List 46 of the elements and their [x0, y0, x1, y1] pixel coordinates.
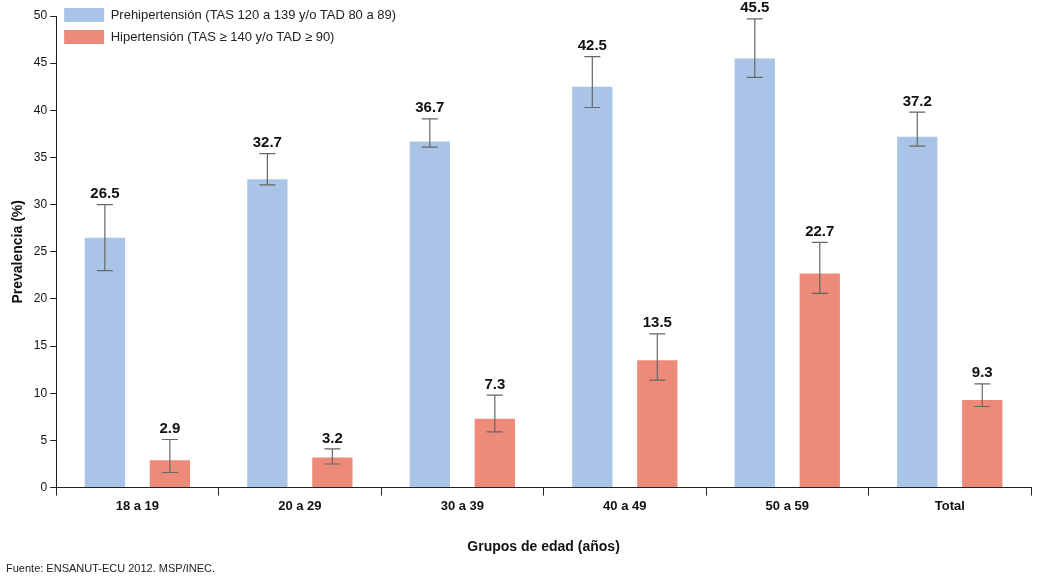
y-tick-label: 35 [33, 149, 48, 164]
data-label: 3.2 [321, 428, 343, 446]
x-tick-label: 40 a 49 [603, 497, 647, 513]
data-label: 13.5 [642, 313, 672, 331]
y-axis-title: Prevalencia (%) [9, 200, 26, 304]
data-label: 37.2 [902, 91, 932, 109]
bar [799, 273, 840, 488]
bar [572, 86, 613, 488]
y-tick-label: 45 [33, 55, 48, 70]
y-tick-label: 30 [33, 196, 48, 211]
y-tick-label: 15 [33, 338, 48, 353]
data-label: 9.3 [971, 363, 993, 381]
data-label: 32.7 [252, 133, 282, 151]
data-label: 45.5 [740, 0, 770, 16]
y-tick-label: 25 [33, 244, 48, 259]
y-tick-label: 0 [40, 479, 48, 494]
y-tick-label: 5 [40, 432, 48, 447]
x-tick-label: 20 a 29 [278, 497, 322, 513]
bar [734, 58, 775, 488]
bar [149, 460, 191, 488]
bar [247, 179, 288, 488]
bar [897, 136, 938, 488]
x-axis-title: Grupos de edad (años) [467, 538, 620, 555]
legend-label: Prehipertensión (TAS 120 a 139 y/o TAD 80 a 89) [110, 6, 397, 22]
x-tick-label: 30 a 39 [440, 497, 485, 513]
data-label: 42.5 [577, 36, 607, 54]
y-tick-label: 50 [33, 8, 48, 23]
bar [409, 141, 450, 488]
data-label: 2.9 [159, 419, 181, 437]
data-label: 36.7 [415, 98, 445, 116]
legend-label: Hipertensión (TAS ≥ 140 y/o TAD ≥ 90) [110, 28, 335, 44]
y-tick-label: 40 [33, 102, 48, 117]
x-tick-label: 18 a 19 [115, 497, 160, 513]
bar [962, 399, 1003, 488]
source-note: Fuente: ENSANUT-ECU 2012. MSP/INEC. [6, 562, 216, 574]
data-label: 7.3 [484, 374, 506, 392]
bar [637, 360, 678, 488]
y-tick-label: 10 [33, 385, 48, 400]
x-tick-label: Total [934, 497, 965, 513]
data-label: 26.5 [90, 184, 120, 202]
bar [84, 237, 126, 488]
y-tick-label: 20 [33, 291, 48, 306]
bar [312, 457, 353, 488]
bar [474, 418, 515, 488]
x-tick-label: 50 a 59 [765, 497, 809, 513]
data-label: 22.7 [805, 222, 835, 240]
